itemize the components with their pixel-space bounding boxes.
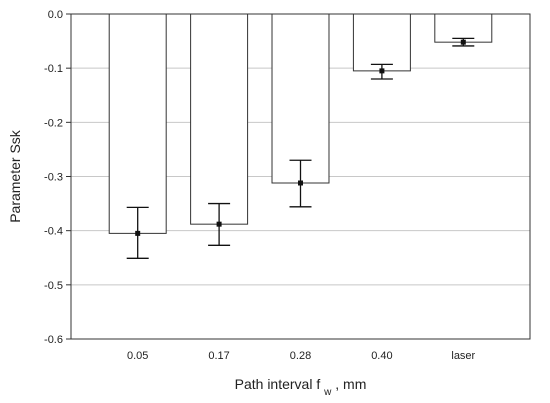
bar [271,13,330,184]
y-tick-label: -0.2 [44,117,63,129]
x-tick-label: 0.17 [208,350,229,362]
x-axis-label-suffix: , mm [335,376,366,392]
mean-marker [135,230,141,236]
bar [108,13,167,234]
error-bars [126,37,475,259]
x-axis-label: Path interval f w , mm [235,376,367,398]
mean-marker [298,180,303,186]
y-tick-label: -0.1 [44,63,63,75]
x-tick-label: 0.40 [371,350,392,362]
y-tick-label: -0.6 [44,334,63,346]
bar [190,13,249,225]
mean-marker [460,39,466,45]
x-tick-label: 0.05 [127,350,148,362]
x-axis-label-subscript: w [323,387,332,398]
mean-marker [216,221,222,227]
y-tick-label: -0.5 [44,280,63,292]
y-axis-label: Parameter Ssk [7,129,23,223]
y-tick-label: 0.0 [48,9,63,21]
y-axis-ticks: 0.0 -0.1 -0.2 -0.3 -0.4 -0.5 -0.6 [44,9,71,346]
y-tick-label: -0.3 [44,172,63,184]
x-axis-ticks: 0.05 0.17 0.28 0.40 laser [127,350,476,362]
bar [352,13,411,72]
x-tick-label: laser [451,350,475,362]
x-axis-label-main: Path interval f [235,376,321,392]
y-tick-label: -0.4 [44,226,63,238]
bars [108,13,493,234]
x-tick-label: 0.28 [290,350,311,362]
mean-marker [379,68,385,74]
